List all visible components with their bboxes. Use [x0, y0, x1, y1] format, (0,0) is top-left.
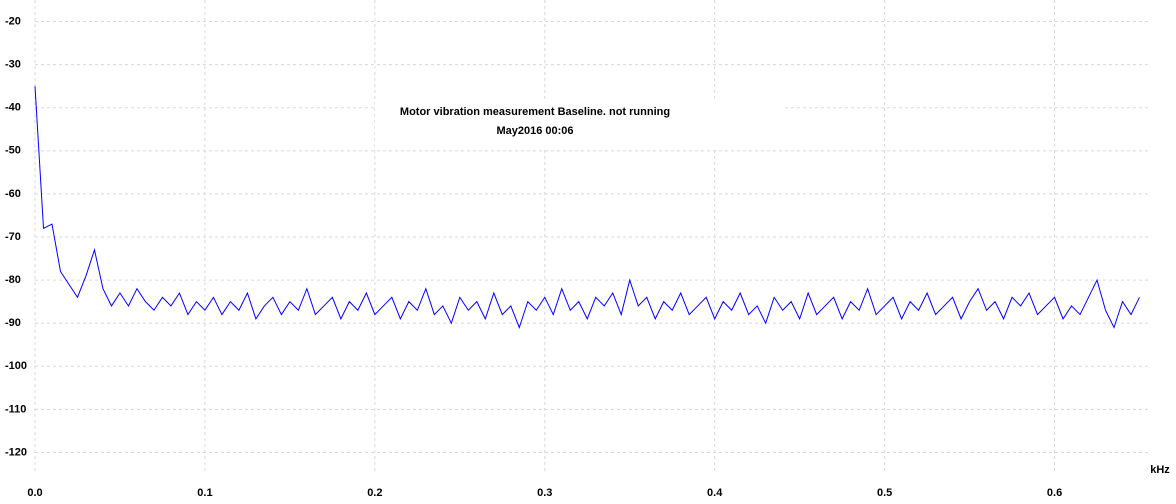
x-axis-label: kHz: [1150, 464, 1170, 476]
y-tick-label: -100: [5, 360, 27, 372]
x-tick-label: 0.6: [1047, 487, 1062, 499]
y-tick-label: -30: [5, 59, 21, 71]
x-tick-label: 0.5: [877, 487, 892, 499]
x-tick-label: 0.1: [197, 487, 212, 499]
y-tick-label: -90: [5, 317, 21, 329]
y-tick-label: -120: [5, 446, 27, 458]
x-tick-label: 0.4: [707, 487, 723, 499]
y-tick-label: -20: [5, 15, 21, 27]
y-tick-label: -70: [5, 231, 21, 243]
x-tick-label: 0.0: [27, 487, 42, 499]
data-line: [34, 86, 1140, 329]
chart-title: Motor vibration measurement Baseline. no…: [400, 106, 670, 118]
title-background: [375, 100, 785, 150]
x-tick-label: 0.2: [367, 487, 382, 499]
y-tick-label: -50: [5, 145, 21, 157]
y-tick-label: -40: [5, 102, 21, 114]
x-tick-label: 0.3: [537, 487, 552, 499]
y-tick-label: -80: [5, 274, 21, 286]
y-tick-label: -110: [5, 403, 26, 415]
chart-subtitle: May2016 00:06: [496, 125, 573, 137]
y-tick-label: -60: [5, 188, 21, 200]
